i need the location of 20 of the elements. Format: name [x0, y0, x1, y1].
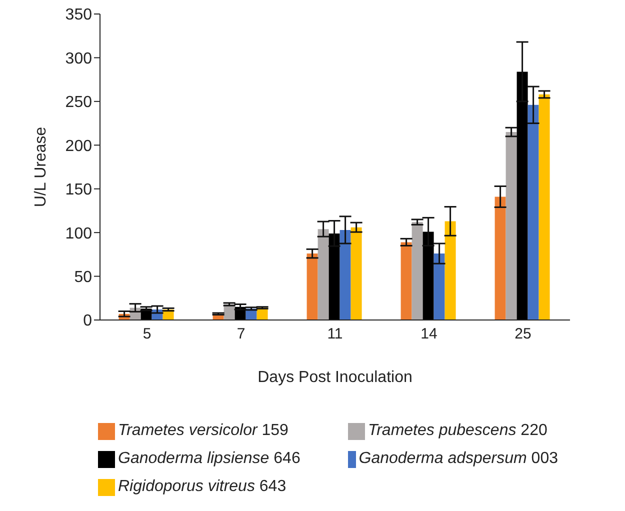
- legend-label: Trametes pubescens 220: [368, 422, 548, 440]
- y-tick-label: 200: [65, 138, 92, 155]
- y-tick-label: 0: [83, 312, 92, 330]
- x-axis-title: Days Post Inoculation: [258, 369, 412, 386]
- y-tick-label: 250: [65, 94, 92, 112]
- x-tick-label: 11: [327, 326, 343, 343]
- y-tick-label: 300: [65, 50, 92, 68]
- legend-label: Trametes versicolor 159: [118, 422, 288, 440]
- x-tick-label: 14: [420, 326, 438, 343]
- legend-label: Rigidoporus vitreus 643: [118, 478, 286, 496]
- y-tick-label: 350: [65, 6, 92, 24]
- y-tick-label: 50: [74, 268, 92, 286]
- x-tick-label: 7: [236, 326, 246, 343]
- x-tick-label: 25: [514, 326, 532, 343]
- y-axis-title: U/L Urease: [32, 126, 50, 208]
- legend-label: Ganoderma adspersum 003: [358, 450, 558, 468]
- legend-label: Ganoderma lipsiense 646: [118, 450, 300, 468]
- y-tick-label: 100: [65, 225, 92, 242]
- x-tick-label: 5: [142, 326, 152, 343]
- y-tick-label: 150: [65, 182, 92, 199]
